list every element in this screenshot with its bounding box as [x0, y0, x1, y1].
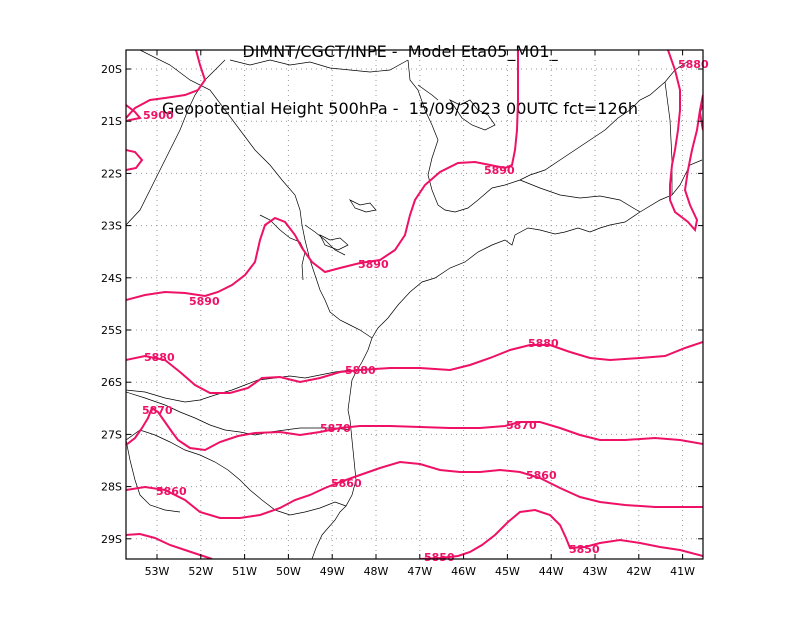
contour-5900-west: [126, 104, 142, 122]
lon-label: 53W: [145, 565, 170, 578]
contour-5900-small: [126, 149, 144, 171]
contour-label: 5860: [526, 469, 557, 482]
lon-label: 43W: [583, 565, 608, 578]
lat-label: 23S: [101, 220, 122, 233]
lon-label: 42W: [626, 565, 651, 578]
contour-label: 5890: [358, 258, 389, 271]
lon-label: 46W: [451, 565, 476, 578]
lon-label: 44W: [539, 565, 564, 578]
lon-label: 52W: [188, 565, 213, 578]
lat-label: 20S: [101, 63, 122, 76]
lon-label: 50W: [276, 565, 301, 578]
contour-label: 5880: [144, 351, 175, 364]
lat-label: 22S: [101, 167, 122, 180]
contour-label: 5880: [528, 337, 559, 350]
lat-label: 27S: [101, 428, 122, 441]
contour-5870-main: [126, 406, 703, 452]
contour-label: 5870: [506, 419, 537, 432]
contour-label: 5860: [156, 485, 187, 498]
longitude-labels: 53W 52W 51W 50W 49W 48W 47W 46W 45W 44W 43W 42W 41W: [145, 565, 696, 578]
contour-label: 5880: [345, 364, 376, 377]
contour-5860-main: [126, 460, 703, 519]
contour-label: 5870: [320, 422, 351, 435]
lat-label: 24S: [101, 272, 122, 285]
lon-label: 41W: [670, 565, 695, 578]
lat-label: 25S: [101, 324, 122, 337]
axis-ticks: [126, 50, 703, 559]
lat-label: 26S: [101, 376, 122, 389]
contour-lines: [126, 50, 703, 559]
lon-label: 47W: [407, 565, 432, 578]
coastlines: [126, 50, 703, 559]
contour-label: 5860: [331, 477, 362, 490]
lon-label: 45W: [495, 565, 520, 578]
contour-labels: 5900 5890 5890 5890 5880 5880 5880 5880 …: [142, 58, 709, 564]
contour-5880-ne: [667, 50, 703, 233]
contour-5850-west: [126, 532, 213, 559]
lat-label: 28S: [101, 481, 122, 494]
title-line-1: DIMNT/CGCT/INPE - Model Eta05_M01_: [242, 42, 558, 61]
contour-5890-nw: [126, 50, 207, 119]
lon-label: 48W: [364, 565, 389, 578]
map-frame: [125, 49, 704, 560]
contour-label: 5870: [142, 404, 173, 417]
contour-label: 5880: [678, 58, 709, 71]
contour-label: 5890: [189, 295, 220, 308]
lat-label: 29S: [101, 533, 122, 546]
contour-5890-main: [126, 50, 519, 301]
contour-5880-main: [126, 341, 703, 394]
contour-label: 5900: [143, 109, 174, 122]
lat-label: 21S: [101, 115, 122, 128]
map-title: DIMNT/CGCT/INPE - Model Eta05_M01_ Geopo…: [0, 4, 800, 137]
contour-label: 5890: [484, 164, 515, 177]
contour-label: 5850: [569, 543, 600, 556]
lon-label: 49W: [320, 565, 345, 578]
title-line-2: Geopotential Height 500hPa - 15/09/2023 …: [162, 99, 638, 118]
contour-label: 5850: [424, 551, 455, 564]
lon-label: 51W: [232, 565, 257, 578]
latitude-labels: 20S 21S 22S 23S 24S 25S 26S 27S 28S 29S: [101, 63, 122, 546]
contour-5850-east: [419, 508, 703, 559]
